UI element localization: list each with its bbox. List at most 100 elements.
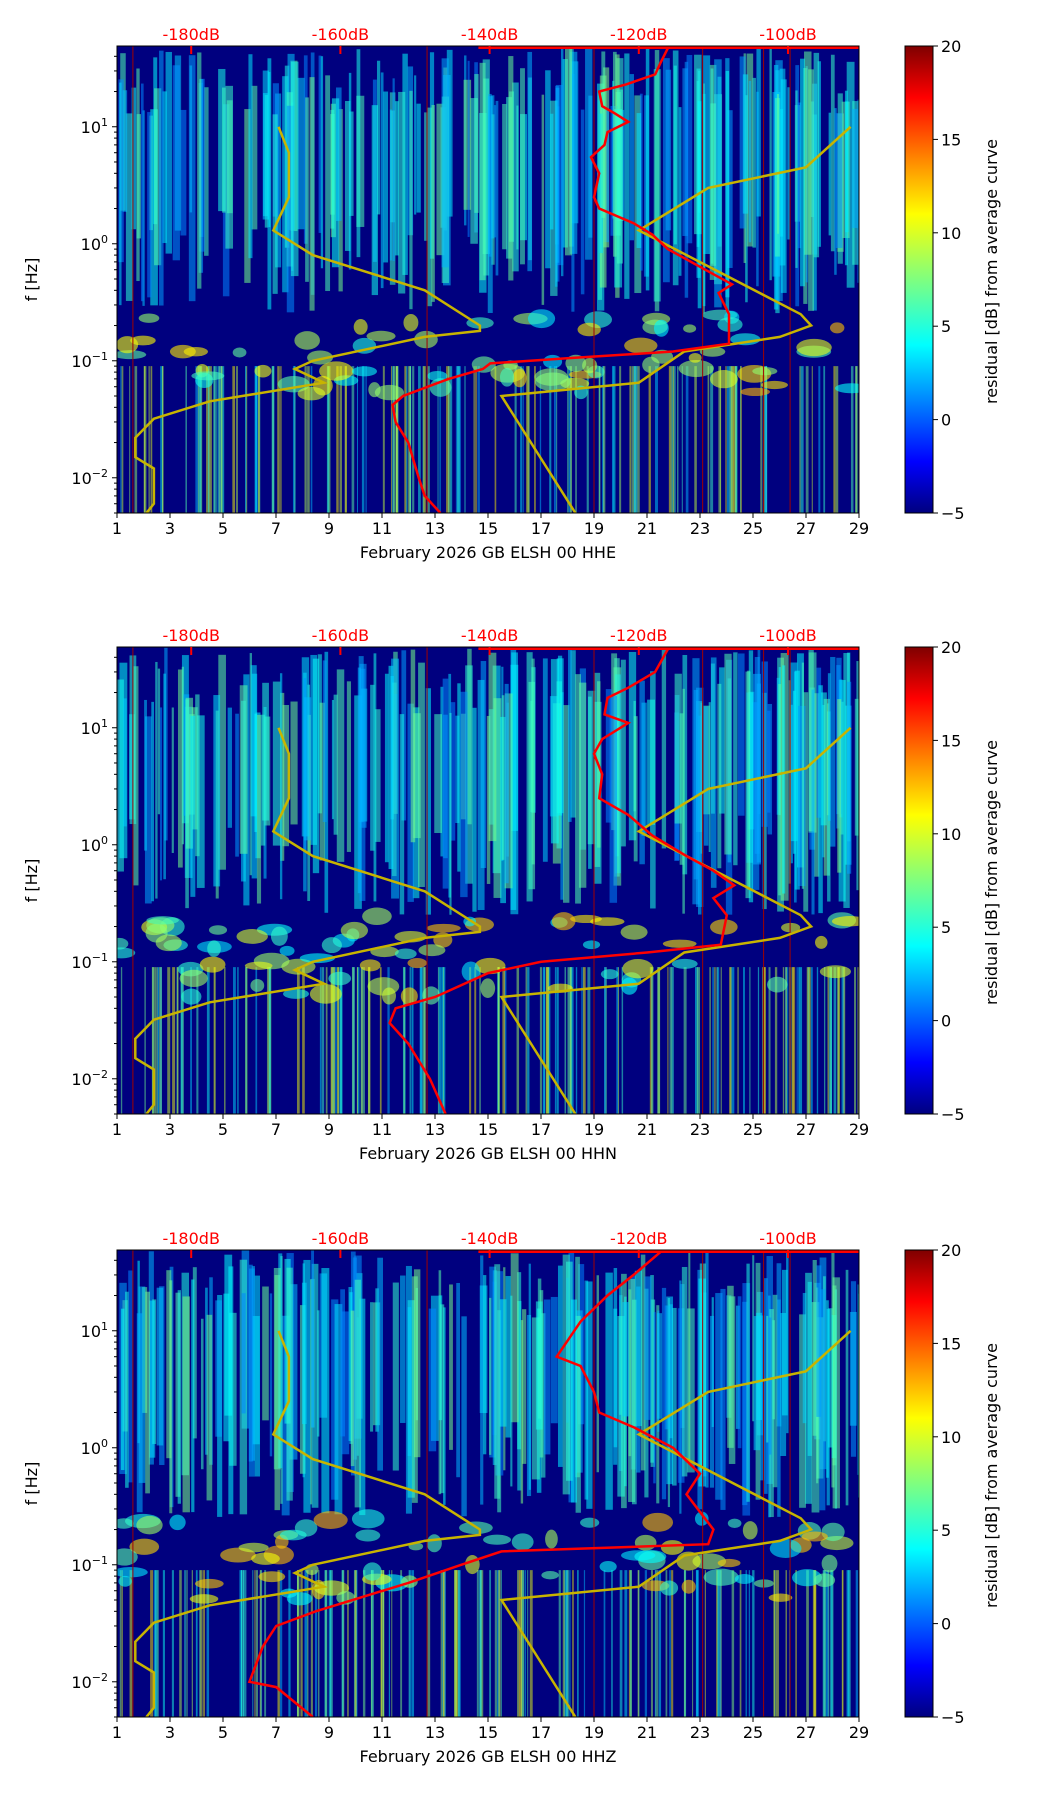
spectrogram-blob bbox=[294, 331, 320, 350]
spectrogram-streak bbox=[639, 680, 645, 865]
spectrogram-line bbox=[148, 366, 150, 513]
spectrogram-line bbox=[669, 1570, 671, 1717]
nhnm-curve bbox=[499, 1329, 852, 1717]
spectrogram-line bbox=[233, 967, 236, 1114]
spectrogram-line bbox=[733, 366, 736, 513]
spectrogram-streak bbox=[753, 1316, 761, 1451]
spectrogram-line bbox=[411, 967, 414, 1114]
spectrogram-line bbox=[752, 1570, 755, 1717]
spectrogram-streak bbox=[136, 1313, 143, 1513]
spectrogram-line bbox=[120, 366, 122, 513]
spectrogram-line bbox=[825, 1570, 829, 1717]
spectrogram-streak bbox=[405, 1265, 412, 1514]
spectrogram-line bbox=[474, 967, 477, 1114]
top-db-label: -120dB bbox=[610, 626, 667, 645]
spectrogram-line bbox=[717, 1570, 719, 1717]
spectrogram-line bbox=[442, 1570, 444, 1717]
spectrogram-line bbox=[539, 366, 542, 513]
spectrogram-streak bbox=[709, 1315, 715, 1488]
spectrogram-line bbox=[707, 366, 710, 513]
spectrogram-streak bbox=[273, 1267, 281, 1470]
spectrogram-streak bbox=[472, 707, 477, 912]
spectrogram-line bbox=[729, 967, 731, 1114]
spectrogram-line bbox=[811, 366, 813, 513]
spectrogram-line bbox=[476, 1570, 479, 1717]
spectrogram-streak bbox=[325, 75, 331, 292]
spectrogram-line bbox=[696, 1570, 699, 1717]
spectrogram-streak bbox=[629, 74, 634, 241]
spectrogram-blob bbox=[600, 969, 619, 980]
colorbar-tick-label: 0 bbox=[941, 411, 951, 430]
spectrogram-streak bbox=[248, 1264, 253, 1462]
spectrogram-streak bbox=[609, 695, 618, 903]
spectrogram-streak bbox=[792, 690, 796, 854]
spectrogram-line bbox=[670, 366, 673, 513]
spectrogram-line bbox=[288, 1570, 291, 1717]
spectrogram-line bbox=[172, 967, 176, 1114]
spectrogram-line bbox=[583, 967, 586, 1114]
spectrogram-line bbox=[816, 967, 819, 1114]
spectrogram-streak bbox=[804, 51, 812, 255]
spectrogram-line bbox=[830, 967, 832, 1114]
x-tick-label: 11 bbox=[372, 1723, 392, 1742]
spectrogram-blob bbox=[465, 1554, 480, 1575]
spectrogram-line bbox=[324, 1570, 328, 1717]
spectrogram-line bbox=[356, 967, 360, 1114]
spectrogram-line bbox=[345, 366, 347, 513]
spectrogram-line bbox=[129, 1570, 133, 1717]
spectrogram-streak bbox=[251, 85, 258, 230]
spectrogram-streak bbox=[443, 1307, 446, 1505]
spectrogram-line bbox=[339, 967, 343, 1114]
spectrogram-line bbox=[177, 967, 179, 1114]
spectrogram-streak bbox=[510, 1253, 519, 1423]
spectrogram-line bbox=[837, 967, 840, 1114]
spectrogram-blob bbox=[366, 330, 396, 342]
spectrogram-line bbox=[725, 366, 727, 513]
spectrogram-streak bbox=[501, 695, 505, 860]
spectrogram-streak bbox=[495, 100, 499, 276]
spectrogram-streak bbox=[517, 1301, 522, 1491]
spectrogram-streak bbox=[356, 49, 361, 258]
spectrogram-streak bbox=[737, 653, 745, 816]
spectrogram-blob bbox=[480, 978, 496, 999]
spectrogram-line bbox=[160, 366, 163, 513]
spectrogram-streak bbox=[776, 1263, 782, 1427]
spectrogram-blob bbox=[279, 1529, 307, 1541]
spectrogram-line bbox=[564, 967, 567, 1114]
spectrogram-streak bbox=[708, 702, 711, 853]
spectrogram-blob bbox=[461, 961, 480, 982]
spectrogram-line bbox=[440, 1570, 443, 1717]
spectrogram-line bbox=[356, 1570, 358, 1717]
spectrogram-blob bbox=[512, 369, 527, 388]
spectrogram-streak bbox=[686, 54, 693, 244]
y-axis-label: f [Hz] bbox=[22, 1462, 41, 1506]
spectrogram-streak bbox=[348, 72, 352, 270]
spectrogram-blob bbox=[400, 987, 418, 1005]
spectrogram-streak bbox=[122, 90, 128, 212]
spectrogram-line bbox=[154, 1570, 158, 1717]
spectrogram-line bbox=[831, 1570, 833, 1717]
spectrogram-line bbox=[694, 967, 697, 1114]
spectrogram-line bbox=[379, 967, 382, 1114]
spectrogram-line bbox=[409, 1570, 411, 1717]
spectrogram-line bbox=[833, 967, 837, 1114]
x-tick-label: 25 bbox=[743, 519, 763, 538]
colorbar-tick-label: 0 bbox=[941, 1615, 951, 1634]
spectrogram-blob bbox=[328, 971, 352, 986]
spectrogram-line bbox=[568, 366, 572, 513]
spectrogram-line bbox=[668, 366, 671, 513]
x-tick-label: 21 bbox=[637, 519, 657, 538]
spectrogram-line bbox=[195, 1570, 198, 1717]
spectrogram-streak bbox=[414, 75, 417, 215]
spectrogram-line bbox=[829, 1570, 832, 1717]
spectrogram-streak bbox=[206, 1314, 213, 1501]
spectrogram-streak bbox=[166, 1270, 172, 1459]
spectrogram-blob bbox=[543, 354, 563, 369]
spectrogram-line bbox=[497, 967, 500, 1114]
spectrogram-streak bbox=[557, 655, 563, 816]
spectrogram-streak bbox=[818, 685, 823, 914]
spectrogram-blob bbox=[351, 366, 378, 377]
spectrogram-line bbox=[352, 967, 355, 1114]
spectrogram-line bbox=[162, 366, 164, 513]
spectrogram-streak bbox=[682, 68, 688, 236]
